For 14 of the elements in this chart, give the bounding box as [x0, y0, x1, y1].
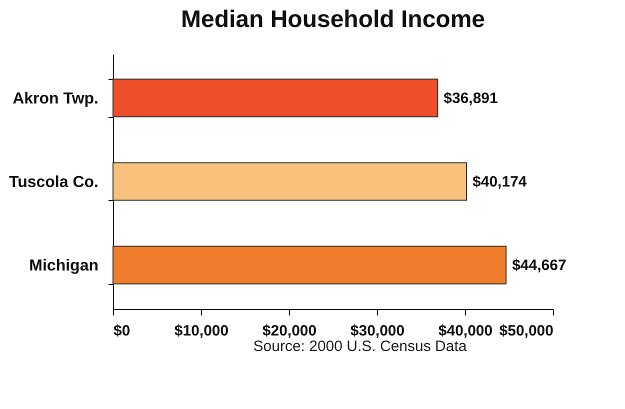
y-tick-label: Akron Twp.: [12, 90, 98, 108]
x-tick-label: $50,000: [499, 322, 554, 340]
x-tick-label: $30,000: [350, 322, 405, 340]
data-label: $36,891: [444, 90, 498, 107]
data-label: $44,667: [512, 257, 566, 274]
x-tick-label: $0: [114, 322, 130, 340]
data-label: $40,174: [472, 174, 528, 190]
source-note: Source: 2000 U.S. Census Data: [252, 338, 468, 355]
y-tick-label: Tuscola Co.: [9, 174, 98, 191]
x-tick-label: $20,000: [262, 322, 317, 340]
x-tick-label: $10,000: [174, 322, 229, 340]
y-tick-label: Michigan: [29, 258, 98, 275]
chart-title: Median Household Income: [180, 6, 486, 33]
x-tick-label: $40,000: [438, 322, 493, 340]
